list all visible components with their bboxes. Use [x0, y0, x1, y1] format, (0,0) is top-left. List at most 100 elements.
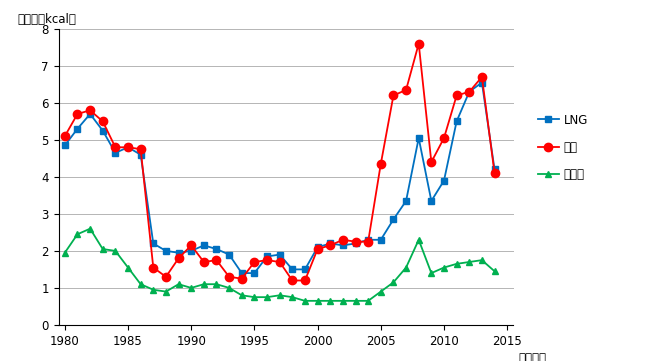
- 一般炙: [339, 299, 346, 303]
- LNG: [73, 127, 81, 131]
- LNG: [440, 178, 448, 183]
- LNG: [326, 242, 334, 246]
- LNG: [402, 199, 410, 203]
- 一般炙: [175, 282, 183, 286]
- 原油: [225, 275, 233, 279]
- 一般炙: [250, 295, 258, 299]
- LNG: [377, 238, 385, 242]
- 原油: [352, 239, 359, 244]
- 原油: [73, 112, 81, 116]
- 原油: [175, 256, 183, 261]
- Line: 原油: 原油: [60, 39, 499, 285]
- 一般炙: [402, 265, 410, 270]
- 一般炙: [225, 286, 233, 290]
- 一般炙: [440, 265, 448, 270]
- LNG: [339, 243, 346, 248]
- Line: 一般炙: 一般炙: [61, 225, 498, 304]
- 原油: [276, 260, 283, 264]
- 一般炙: [187, 286, 195, 290]
- 一般炙: [111, 249, 119, 253]
- 原油: [491, 171, 499, 175]
- LNG: [465, 90, 473, 94]
- 一般炙: [238, 293, 246, 297]
- 一般炙: [99, 247, 107, 251]
- 一般炙: [415, 238, 422, 242]
- 一般炙: [377, 290, 385, 294]
- 一般炙: [389, 280, 397, 284]
- 原油: [440, 136, 448, 140]
- 一般炙: [124, 265, 132, 270]
- 一般炙: [314, 299, 322, 303]
- 一般炙: [150, 288, 157, 292]
- Text: （年度）: （年度）: [518, 352, 546, 361]
- 一般炙: [301, 299, 309, 303]
- 一般炙: [352, 299, 359, 303]
- LNG: [136, 153, 144, 157]
- LNG: [276, 252, 283, 257]
- 原油: [314, 247, 322, 251]
- 原油: [111, 145, 119, 149]
- Line: LNG: LNG: [61, 79, 498, 277]
- 一般炙: [162, 290, 170, 294]
- 原油: [364, 239, 372, 244]
- LNG: [491, 168, 499, 172]
- 原油: [452, 93, 460, 98]
- 一般炙: [200, 282, 208, 286]
- 原油: [187, 243, 195, 248]
- 一般炙: [428, 271, 436, 275]
- LNG: [314, 245, 322, 249]
- LNG: [289, 267, 296, 271]
- LNG: [301, 267, 309, 271]
- 原油: [200, 260, 208, 264]
- 一般炙: [73, 232, 81, 236]
- 原油: [213, 258, 220, 262]
- LNG: [428, 199, 436, 203]
- LNG: [415, 136, 422, 140]
- 一般炙: [364, 299, 372, 303]
- 一般炙: [213, 282, 220, 286]
- Legend: LNG, 原油, 一般炙: LNG, 原油, 一般炙: [538, 114, 588, 181]
- LNG: [61, 143, 69, 148]
- 一般炙: [491, 269, 499, 273]
- LNG: [213, 247, 220, 251]
- 原油: [301, 278, 309, 283]
- 原油: [124, 145, 132, 149]
- LNG: [389, 217, 397, 222]
- LNG: [352, 242, 359, 246]
- LNG: [200, 243, 208, 248]
- 一般炙: [276, 293, 283, 297]
- LNG: [478, 81, 486, 85]
- 原油: [478, 75, 486, 79]
- 原油: [389, 93, 397, 98]
- 原油: [86, 108, 94, 113]
- 原油: [99, 119, 107, 123]
- 一般炙: [289, 295, 296, 299]
- 原油: [326, 243, 334, 248]
- 原油: [289, 278, 296, 283]
- LNG: [364, 238, 372, 242]
- LNG: [99, 129, 107, 133]
- LNG: [187, 249, 195, 253]
- LNG: [162, 249, 170, 253]
- LNG: [263, 254, 271, 258]
- 原油: [150, 265, 157, 270]
- 一般炙: [465, 260, 473, 264]
- LNG: [124, 145, 132, 149]
- 原油: [238, 277, 246, 281]
- LNG: [452, 119, 460, 123]
- 一般炙: [326, 299, 334, 303]
- LNG: [225, 252, 233, 257]
- LNG: [250, 271, 258, 275]
- LNG: [150, 242, 157, 246]
- LNG: [238, 271, 246, 275]
- 原油: [339, 238, 346, 242]
- Text: （円／千kcal）: （円／千kcal）: [18, 13, 77, 26]
- 原油: [263, 258, 271, 262]
- 原油: [61, 134, 69, 138]
- 原油: [402, 88, 410, 92]
- 原油: [415, 42, 422, 46]
- 原油: [162, 275, 170, 279]
- 一般炙: [61, 251, 69, 255]
- LNG: [86, 112, 94, 116]
- LNG: [175, 251, 183, 255]
